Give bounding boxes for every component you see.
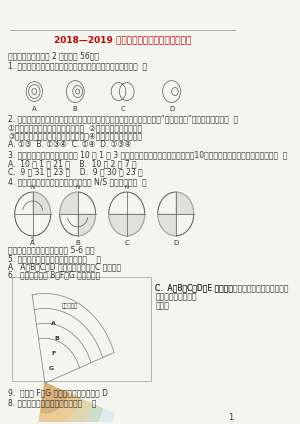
Text: A. ①③  B. ①③④  C. ①④  D. ①③④: A. ①③ B. ①③④ C. ①④ D. ①③④ xyxy=(8,140,132,149)
Text: F: F xyxy=(51,351,55,356)
Text: N: N xyxy=(31,185,35,190)
Wedge shape xyxy=(32,383,114,424)
Text: A: A xyxy=(51,321,56,326)
Text: D: D xyxy=(169,106,174,112)
Text: C.  9 月 31 日 23 时    D.  9 月 30 日 23 时: C. 9 月 31 日 23 时 D. 9 月 30 日 23 时 xyxy=(8,167,143,176)
Wedge shape xyxy=(109,214,145,236)
Wedge shape xyxy=(34,383,103,424)
Text: A.  10 月 1 日 21 时    B.  10 月 2 日 7 时: A. 10 月 1 日 21 时 B. 10 月 2 日 7 时 xyxy=(8,159,137,168)
Text: 了人类赖以生存的地: 了人类赖以生存的地 xyxy=(155,293,197,301)
Text: 5. 关于图中各圈层的说法正确的是（    ）: 5. 关于图中各圈层的说法正确的是（ ） xyxy=(8,255,101,264)
Text: 2. 液态水的在地球上生命起源和发展的基本条件之一，下列说法中与地球“液态水存在”有密切关系的是（  ）: 2. 液态水的在地球上生命起源和发展的基本条件之一，下列说法中与地球“液态水存在… xyxy=(8,114,238,123)
Text: 一、单选题（每小题 2 分，共计 56分）: 一、单选题（每小题 2 分，共计 56分） xyxy=(8,52,99,61)
Text: 2018—2019 上学期高一第二次月考地理试卷: 2018—2019 上学期高一第二次月考地理试卷 xyxy=(54,35,191,44)
Text: A.  A、B、C、D 为地球内部圈层，C 为地屁面: A. A、B、C、D 为地球内部圈层，C 为地屁面 xyxy=(8,263,121,272)
Wedge shape xyxy=(78,214,96,236)
Text: 大气圈上界: 大气圈上界 xyxy=(61,304,78,309)
Text: 理环境: 理环境 xyxy=(155,301,169,310)
Text: B: B xyxy=(75,240,80,246)
Text: S: S xyxy=(31,237,34,242)
Text: 8. 有关宇宙层的描述，正确的是（    ）: 8. 有关宇宙层的描述，正确的是（ ） xyxy=(8,398,97,407)
Wedge shape xyxy=(176,192,194,214)
Wedge shape xyxy=(33,192,51,214)
Text: C: C xyxy=(124,240,129,246)
Text: 3. 一架飞机自上海（东八区）于 10 月 1 日 3 时飞往美国旧金山（西八区），飞行10小时，到达目的地时，当地时间为（  ）: 3. 一架飞机自上海（东八区）于 10 月 1 日 3 时飞往美国旧金山（西八区… xyxy=(8,150,288,159)
Text: N: N xyxy=(125,185,129,190)
Wedge shape xyxy=(60,192,78,214)
Text: 9.  地表距 F、G 交界处，波速放慢变为 D: 9. 地表距 F、G 交界处，波速放慢变为 D xyxy=(8,388,108,397)
Text: 读地球层层示意图，完成下面 5-6 题。: 读地球层层示意图，完成下面 5-6 题。 xyxy=(8,246,95,255)
Wedge shape xyxy=(41,383,68,413)
Text: B: B xyxy=(73,106,78,112)
Text: 1. 下图中能正确表示天体系、太阳系、河外系三者关系的是（  ）: 1. 下图中能正确表示天体系、太阳系、河外系三者关系的是（ ） xyxy=(8,62,147,71)
Text: 6.  地球内部层由 B、F、G 三部分组成: 6. 地球内部层由 B、F、G 三部分组成 xyxy=(8,271,100,280)
Wedge shape xyxy=(39,383,80,424)
Text: A: A xyxy=(32,106,37,112)
Text: B: B xyxy=(55,336,60,341)
Text: C.  A、B、C、D、E 共同构成了人类赖以生存的地理环境: C. A、B、C、D、E 共同构成了人类赖以生存的地理环境 xyxy=(155,284,289,293)
Text: A: A xyxy=(30,240,35,246)
Text: ③地球处于一个比较安全的宇宙环境中④地球与太阳的距离适中: ③地球处于一个比较安全的宇宙环境中④地球与太阳的距离适中 xyxy=(8,131,142,140)
Text: N: N xyxy=(76,185,80,190)
Text: C.  A、B、C、D、E 共同构成: C. A、B、C、D、E 共同构成 xyxy=(155,284,233,293)
Wedge shape xyxy=(158,214,176,236)
Text: ①地球上有适宜生物生存的温度范围  ②地球的质量和体积适中: ①地球上有适宜生物生存的温度范围 ②地球的质量和体积适中 xyxy=(8,123,142,132)
Wedge shape xyxy=(36,383,91,424)
Text: 4. 下图图圆中所示的自转方向正确，且 N/S 为极点的是（  ）: 4. 下图图圆中所示的自转方向正确，且 N/S 为极点的是（ ） xyxy=(8,177,147,186)
Text: 1: 1 xyxy=(228,413,233,422)
Text: G: G xyxy=(49,365,54,371)
Text: D: D xyxy=(173,240,178,246)
Text: C: C xyxy=(120,106,125,112)
